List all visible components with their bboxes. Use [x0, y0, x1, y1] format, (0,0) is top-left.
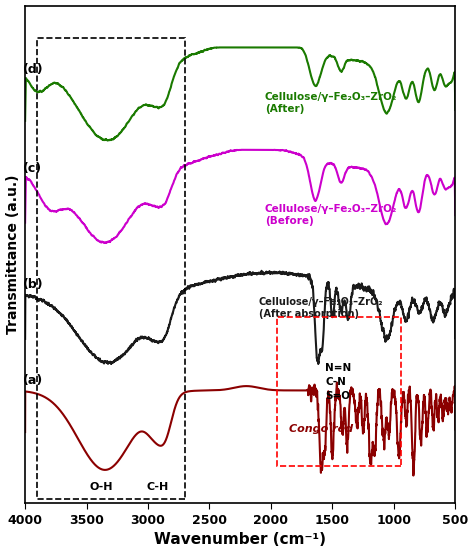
Bar — [277, 317, 401, 466]
Bar — [37, 38, 185, 499]
Text: C-N: C-N — [325, 377, 346, 387]
Text: Cellulose/γ–Fe₂O₃–ZrO₂
(After): Cellulose/γ–Fe₂O₃–ZrO₂ (After) — [265, 92, 397, 114]
Text: N=N: N=N — [325, 363, 351, 373]
Text: Cellulose/γ–Fe₂O₃–ZrO₂
(After absorption): Cellulose/γ–Fe₂O₃–ZrO₂ (After absorption… — [259, 297, 383, 319]
Y-axis label: Transmittance (a.u.): Transmittance (a.u.) — [6, 175, 19, 334]
Text: C-H: C-H — [147, 482, 169, 492]
Text: (a): (a) — [23, 374, 43, 387]
Text: (b): (b) — [23, 278, 43, 291]
Text: O-H: O-H — [90, 482, 113, 492]
Text: Congo red: Congo red — [290, 424, 354, 434]
Text: Cellulose/γ–Fe₂O₃–ZrO₂
(Before): Cellulose/γ–Fe₂O₃–ZrO₂ (Before) — [265, 204, 397, 226]
Text: S=O: S=O — [325, 391, 350, 401]
Text: (d): (d) — [23, 62, 43, 76]
X-axis label: Wavenumber (cm⁻¹): Wavenumber (cm⁻¹) — [154, 533, 326, 547]
Text: (c): (c) — [23, 161, 42, 175]
